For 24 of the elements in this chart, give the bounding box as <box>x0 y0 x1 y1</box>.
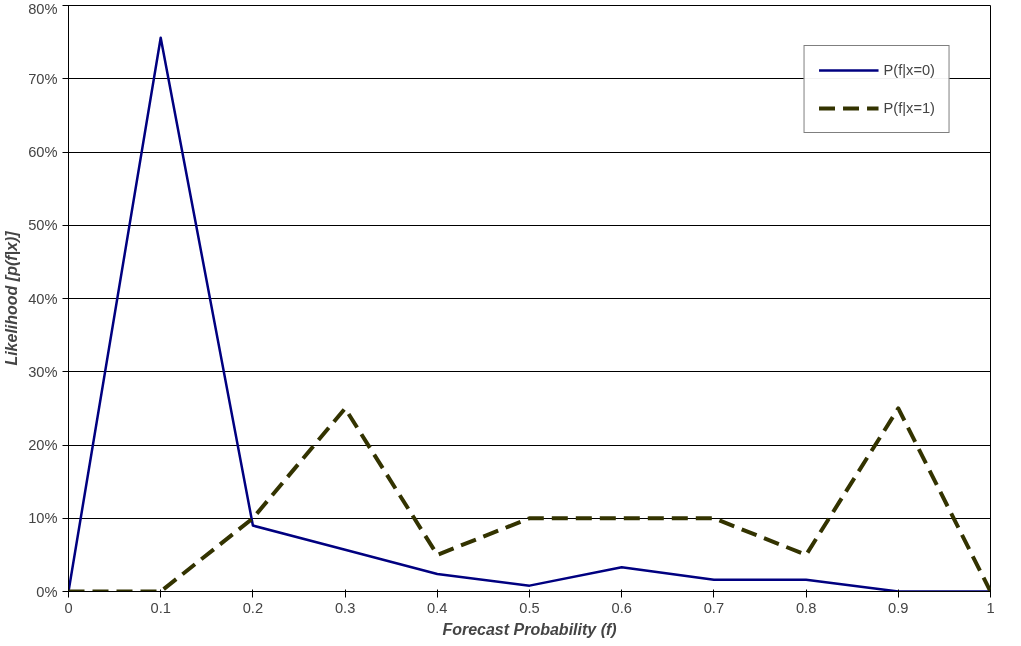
x-tick-label: 0 <box>64 599 73 616</box>
x-tick-label: 0.5 <box>519 599 540 616</box>
y-tick-label: 20% <box>28 437 58 453</box>
x-tick-label: 0.9 <box>888 599 909 616</box>
y-tick-label: 80% <box>28 0 58 17</box>
y-tick-label: 50% <box>28 217 58 234</box>
legend-label: P(f|x=1) <box>883 100 935 116</box>
y-tick-label: 70% <box>28 70 58 87</box>
y-tick-label: 60% <box>28 144 58 160</box>
x-tick-label: 0.8 <box>795 599 817 616</box>
x-tick-label: 0.3 <box>334 599 356 616</box>
y-tick-label: 40% <box>28 290 58 307</box>
x-tick-label: 0.7 <box>703 599 725 616</box>
x-tick-label: 0.2 <box>242 599 264 616</box>
x-tick-label: 0.1 <box>150 599 171 616</box>
y-tick-label: 10% <box>28 510 58 527</box>
legend-label: P(f|x=0) <box>883 62 935 78</box>
y-axis-title: Likelihood [p(f|x)] <box>3 230 21 366</box>
y-tick-label: 0% <box>36 583 58 600</box>
x-axis-title: Forecast Probability (f) <box>442 620 617 638</box>
x-tick-label: 1 <box>986 599 995 616</box>
x-tick-label: 0.4 <box>427 599 448 616</box>
y-tick-label: 30% <box>28 363 58 380</box>
x-tick-label: 0.6 <box>611 599 632 616</box>
